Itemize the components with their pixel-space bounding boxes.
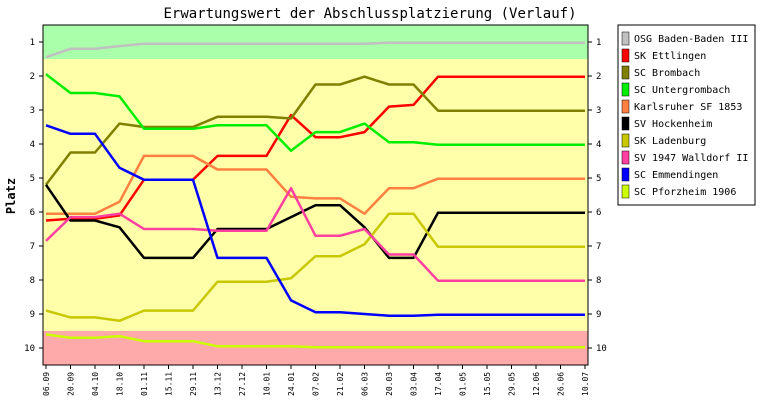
x-tick-label-11: 07.02 <box>312 372 321 396</box>
series-line-1 <box>45 75 585 222</box>
series-line-2 <box>45 75 585 186</box>
x-axis: 06.09 20.09 04.10 18.10 01.11 15.11 29.11 13.12… <box>42 365 590 396</box>
x-tick-label-4: 01.11 <box>140 372 149 396</box>
x-tick-label-20: 12.06 <box>532 372 541 396</box>
x-tick-label-10: 24.01 <box>287 372 296 396</box>
y-tick-label-right-4: 4 <box>596 140 601 150</box>
series-line-5 <box>44 184 585 260</box>
series-line-3 <box>45 73 585 153</box>
y-tick-label-right-5: 5 <box>596 174 601 184</box>
legend-swatch-9 <box>621 184 630 199</box>
series-line-8 <box>45 124 585 317</box>
x-tick-label-14: 20.03 <box>385 372 394 396</box>
zone-band-1 <box>43 59 588 331</box>
x-tick-label-1: 20.09 <box>67 372 76 396</box>
x-tick-label-0: 06.09 <box>42 372 51 396</box>
legend-swatch-2 <box>621 65 630 80</box>
legend-swatch-0 <box>621 31 630 46</box>
legend-label-4: Karlsruher SF 1853 <box>634 102 742 113</box>
series-line-6 <box>45 212 585 323</box>
x-tick-label-6: 29.11 <box>189 372 198 396</box>
y-axis-left: 1 2 3 4 5 6 7 8 9 10 <box>24 38 43 354</box>
legend-swatch-7 <box>621 150 630 165</box>
legend-swatch-3 <box>621 82 630 97</box>
y-tick-label-left-4: 4 <box>30 140 35 150</box>
legend-swatch-5 <box>621 116 630 131</box>
legend-swatch-6 <box>621 133 630 148</box>
x-tick-label-3: 18.10 <box>116 372 125 396</box>
legend-label-7: SV 1947 Walldorf II <box>634 153 748 164</box>
legend-label-5: SV Hockenheim <box>634 119 712 130</box>
y-tick-label-right-1: 1 <box>596 38 601 48</box>
legend-swatch-4 <box>621 99 630 114</box>
legend-label-6: SK Ladenburg <box>634 136 706 147</box>
y-tick-label-right-9: 9 <box>596 310 601 320</box>
y-tick-label-left-10: 10 <box>24 344 35 354</box>
legend-swatch-1 <box>621 48 630 63</box>
x-tick-label-7: 13.12 <box>214 372 223 396</box>
x-tick-label-21: 26.06 <box>557 372 566 396</box>
x-tick-label-15: 03.04 <box>410 372 419 396</box>
legend-swatch-8 <box>621 167 630 182</box>
series-line-4 <box>46 154 585 215</box>
y-tick-label-left-9: 9 <box>30 310 35 320</box>
x-tick-label-9: 10.01 <box>263 372 272 396</box>
y-axis-label: Platz <box>4 178 18 214</box>
x-tick-label-22: 10.07 <box>581 372 590 396</box>
chart-title: Erwartungswert der Abschlussplatzierung … <box>163 6 576 22</box>
x-tick-label-13: 06.03 <box>361 372 370 396</box>
y-tick-label-right-6: 6 <box>596 208 601 218</box>
x-tick-label-5: 15.11 <box>165 372 174 396</box>
y-tick-label-right-7: 7 <box>596 242 601 252</box>
x-tick-label-19: 29.05 <box>508 372 517 396</box>
y-tick-label-left-8: 8 <box>30 276 35 286</box>
series-line-7 <box>45 186 585 282</box>
x-tick-label-17: 01.05 <box>459 372 468 396</box>
x-tick-label-2: 04.10 <box>91 372 100 396</box>
legend-label-9: SC Pforzheim 1906 <box>634 187 736 198</box>
series-line-9 <box>45 333 585 349</box>
legend-label-3: SC Untergrombach <box>634 85 730 96</box>
x-tick-label-16: 17.04 <box>434 372 443 396</box>
legend-label-8: SC Emmendingen <box>634 170 718 181</box>
legend-frame <box>617 24 756 206</box>
y-tick-label-right-2: 2 <box>596 72 601 82</box>
x-tick-label-8: 27.12 <box>238 372 247 396</box>
x-tick-label-12: 21.02 <box>336 372 345 396</box>
legend-label-2: SC Brombach <box>634 68 700 79</box>
y-tick-label-left-5: 5 <box>30 174 35 184</box>
y-tick-label-right-8: 8 <box>596 276 601 286</box>
y-tick-label-right-10: 10 <box>596 344 607 354</box>
y-tick-label-left-1: 1 <box>30 38 35 48</box>
legend: OSG Baden-Baden III SK Ettlingen SC Bromba… <box>617 24 756 206</box>
y-tick-label-left-3: 3 <box>30 106 35 116</box>
y-tick-label-left-7: 7 <box>30 242 35 252</box>
y-axis-right: 1 2 3 4 5 6 7 8 9 10 <box>588 38 607 354</box>
y-tick-label-left-2: 2 <box>30 72 35 82</box>
legend-label-1: SK Ettlingen <box>634 51 706 62</box>
series-line-0 <box>45 41 585 59</box>
x-tick-label-18: 15.05 <box>483 372 492 396</box>
series-lines <box>44 41 585 349</box>
y-tick-label-left-6: 6 <box>30 208 35 218</box>
plot-area <box>42 24 589 366</box>
legend-label-0: OSG Baden-Baden III <box>634 34 748 45</box>
y-tick-label-right-3: 3 <box>596 106 601 116</box>
